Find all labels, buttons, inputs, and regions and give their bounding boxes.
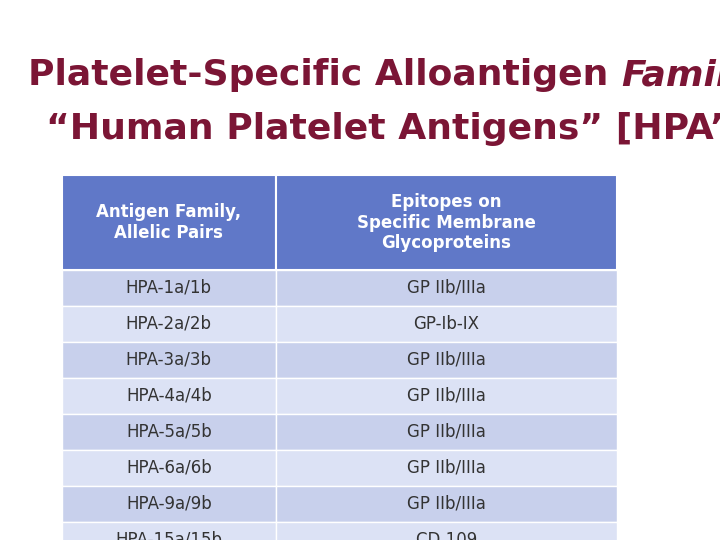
Bar: [276, 175, 617, 270]
Text: HPA-2a/2b: HPA-2a/2b: [126, 315, 212, 333]
Text: Platelet-Specific Alloantigen: Platelet-Specific Alloantigen: [28, 58, 621, 92]
Text: GP IIb/IIIa: GP IIb/IIIa: [407, 423, 486, 441]
Text: HPA-5a/5b: HPA-5a/5b: [126, 423, 212, 441]
Text: Antigen Family,
Allelic Pairs: Antigen Family, Allelic Pairs: [96, 203, 241, 242]
Bar: [62, 522, 276, 540]
Text: HPA-3a/3b: HPA-3a/3b: [126, 351, 212, 369]
Bar: [276, 522, 617, 540]
Text: CD 109: CD 109: [415, 531, 477, 540]
Text: HPA-4a/4b: HPA-4a/4b: [126, 387, 212, 405]
Bar: [62, 486, 276, 522]
Text: GP IIb/IIIa: GP IIb/IIIa: [407, 387, 486, 405]
Text: GP IIb/IIIa: GP IIb/IIIa: [407, 351, 486, 369]
Bar: [62, 450, 276, 486]
Bar: [276, 378, 617, 414]
Bar: [62, 175, 276, 270]
Bar: [276, 450, 617, 486]
Text: HPA-6a/6b: HPA-6a/6b: [126, 459, 212, 477]
Text: Families:: Families:: [621, 58, 720, 92]
Bar: [276, 342, 617, 378]
Bar: [276, 270, 617, 306]
Bar: [62, 270, 276, 306]
Bar: [62, 306, 276, 342]
Text: GP-Ib-IX: GP-Ib-IX: [413, 315, 480, 333]
Bar: [62, 342, 276, 378]
Text: HPA-9a/9b: HPA-9a/9b: [126, 495, 212, 513]
Text: HPA-1a/1b: HPA-1a/1b: [126, 279, 212, 297]
Bar: [62, 414, 276, 450]
Bar: [276, 414, 617, 450]
Text: GP IIb/IIIa: GP IIb/IIIa: [407, 495, 486, 513]
Bar: [276, 486, 617, 522]
Bar: [62, 378, 276, 414]
Bar: [276, 306, 617, 342]
Text: “Human Platelet Antigens” [HPA’s]: “Human Platelet Antigens” [HPA’s]: [46, 112, 720, 146]
Text: GP IIb/IIIa: GP IIb/IIIa: [407, 459, 486, 477]
Text: GP IIb/IIIa: GP IIb/IIIa: [407, 279, 486, 297]
Text: HPA-15a/15b: HPA-15a/15b: [115, 531, 222, 540]
Text: Epitopes on
Specific Membrane
Glycoproteins: Epitopes on Specific Membrane Glycoprote…: [357, 193, 536, 252]
